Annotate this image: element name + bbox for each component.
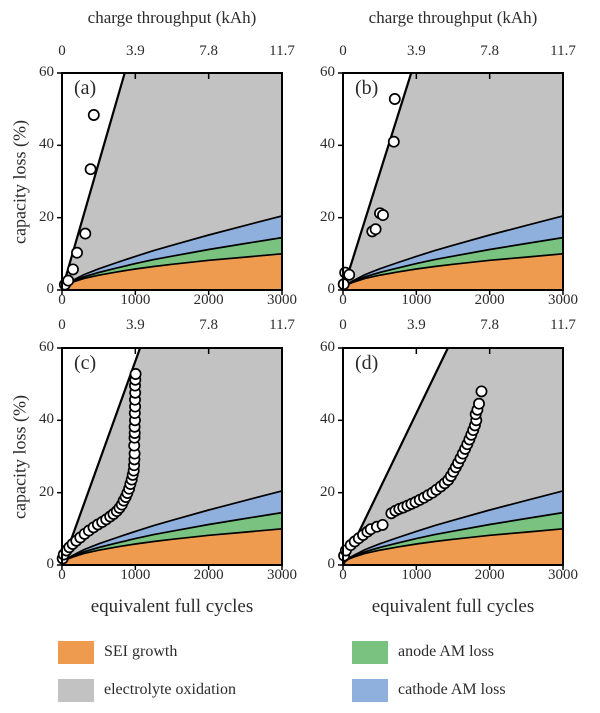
legend-label-electrolyte: electrolyte oxidation [104,681,236,698]
panel-b-label: (b) [355,77,379,99]
xlabel-right: equivalent full cycles [371,596,535,617]
capacity-tick-label: 60 [320,339,335,355]
kah-tick-label: 7.8 [199,317,219,333]
panel-c-label: (c) [74,352,97,374]
panel-b-canvas [337,72,564,295]
kah-tick-label: 3.9 [406,43,426,59]
kah-tick-label: 7.8 [480,317,500,333]
capacity-tick-label: 20 [320,483,335,500]
cycles-tick-label: 3000 [267,567,297,583]
kah-tick-label: 0 [58,317,66,333]
cycles-tick-label: 3000 [548,292,578,308]
cycles-tick-label: 2000 [193,292,224,308]
cycles-tick-label: 1000 [401,292,432,308]
capacity-tick-label: 0 [327,556,336,572]
kah-tick-label: 11.7 [269,317,295,333]
legend-swatch-sei [58,641,94,664]
capacity-tick-label: 60 [39,339,54,355]
cycles-tick-label: 0 [58,567,66,583]
capacity-tick-label: 20 [39,483,54,500]
capacity-tick-label: 0 [46,281,55,297]
kah-tick-label: 7.8 [199,43,219,59]
kah-tick-label: 0 [339,317,347,333]
panel-a: (a) [57,72,283,295]
cycles-tick-label: 2000 [474,292,505,308]
cycles-tick-label: 3000 [267,292,297,308]
cycles-tick-label: 1000 [120,292,151,308]
panel-c-canvas [56,347,283,570]
kah-tick-label: 3.9 [125,43,145,59]
panel-c: (c) [56,347,283,570]
capacity-tick-label: 40 [320,411,335,428]
capacity-tick-label: 60 [39,64,54,80]
xlabel-left: equivalent full cycles [90,596,254,617]
top-axis-title-right: charge throughput (kAh) [368,8,538,27]
cycles-tick-label: 0 [339,292,347,308]
panel-d-label: (d) [355,352,379,374]
cycles-tick-label: 2000 [474,567,505,583]
capacity-tick-label: 60 [320,64,335,80]
legend-swatch-anode [352,641,388,664]
kah-tick-label: 11.7 [550,317,576,333]
legend-swatch-electrolyte [58,679,94,702]
panel-d-canvas [338,347,564,570]
kah-tick-label: 11.7 [550,43,576,59]
panel-d: (d) [338,347,564,570]
panel-a-label: (a) [74,77,97,99]
cycles-tick-label: 0 [58,292,66,308]
cycles-tick-label: 0 [339,567,347,583]
capacity-tick-label: 20 [320,208,335,225]
legend-swatch-cathode [352,679,388,702]
kah-tick-label: 7.8 [480,43,500,59]
kah-tick-label: 3.9 [406,317,426,333]
kah-tick-label: 3.9 [125,317,145,333]
panel-b: (b) [337,72,564,295]
capacity-tick-label: 40 [39,411,54,428]
kah-tick-label: 0 [339,43,347,59]
capacity-tick-label: 40 [320,136,335,153]
kah-tick-label: 0 [58,43,66,59]
capacity-tick-label: 0 [46,556,55,572]
capacity-tick-label: 40 [39,136,54,153]
capacity-tick-label: 0 [327,281,336,297]
kah-tick-label: 11.7 [269,43,295,59]
legend-label-sei: SEI growth [104,643,178,660]
cycles-tick-label: 3000 [548,567,578,583]
legend-label-cathode: cathode AM loss [398,681,506,698]
cycles-tick-label: 2000 [193,567,224,583]
cycles-tick-label: 1000 [120,567,151,583]
legend-label-anode: anode AM loss [398,643,494,660]
capacity-tick-label: 20 [39,208,54,225]
cycles-tick-label: 1000 [401,567,432,583]
top-axis-title-left: charge throughput (kAh) [87,8,257,27]
panel-a-canvas [57,72,283,295]
